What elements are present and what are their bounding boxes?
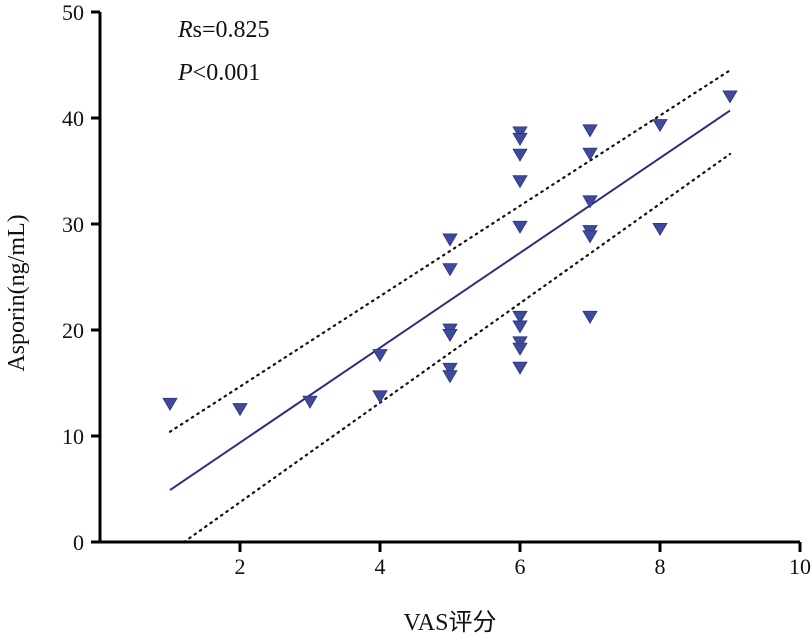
data-point [372,390,388,404]
data-point [652,222,668,237]
rs-annotation: Rs=0.825 [177,17,270,43]
rs-value: s=0.825 [193,17,270,43]
plot-area [162,69,738,544]
regression-line [169,109,731,491]
data-point [512,148,528,162]
data-point [232,403,248,417]
x-tick-label: 6 [515,554,526,579]
data-point [512,132,528,146]
y-tick-label: 10 [62,424,84,449]
data-point [442,370,458,384]
axes: 0 10 20 30 40 50 2 4 6 8 10 [62,0,811,579]
y-tick-label: 20 [62,318,84,343]
data-point [582,310,598,325]
data-point [442,362,458,376]
data-point [512,310,528,325]
x-tick-label: 4 [375,554,386,579]
data-point [512,320,528,334]
data-point [512,175,528,189]
x-tick-label: 2 [235,554,246,579]
data-point [442,328,458,343]
data-point [582,195,598,209]
data-point [442,233,458,247]
y-tick-label: 50 [62,0,84,25]
y-tick-label: 40 [62,106,84,131]
data-point [442,263,458,277]
data-point [372,349,388,363]
p-value: <0.001 [193,60,261,86]
data-point [652,119,668,133]
data-point [512,336,528,350]
data-point [512,342,528,356]
data-point [582,124,598,138]
rs-label: R [177,17,193,43]
p-annotation: P<0.001 [177,60,260,86]
data-point [512,361,528,375]
x-axis-title: VAS评分 [404,609,497,636]
data-point [162,397,178,411]
ci-lower-line [182,152,732,544]
data-point [302,395,318,409]
p-label: P [177,60,193,86]
data-point [722,90,738,104]
y-tick-label: 30 [62,212,84,237]
data-point [512,220,528,234]
ci-upper-line [168,69,732,433]
x-tick-label: 10 [789,554,811,579]
y-axis-title: Asporin(ng/mL) [4,214,30,371]
y-tick-label: 0 [73,530,84,555]
data-point [582,147,598,161]
data-point [512,126,528,140]
x-tick-label: 8 [655,554,666,579]
data-point [582,230,598,244]
